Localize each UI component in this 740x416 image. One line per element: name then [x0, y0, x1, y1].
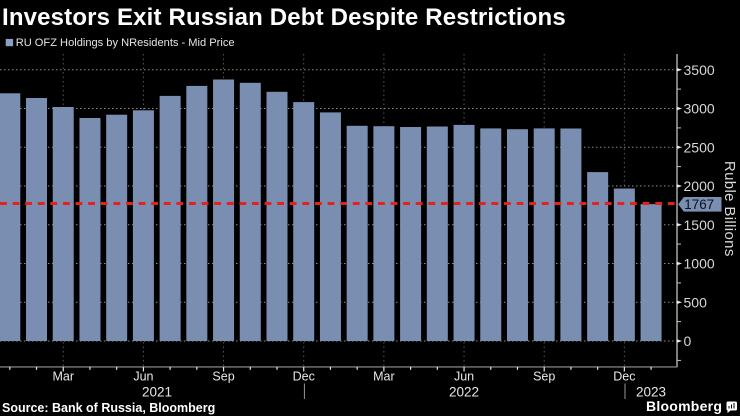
svg-text:Dec: Dec	[613, 370, 635, 384]
svg-text:500: 500	[684, 294, 708, 310]
svg-text:1767: 1767	[684, 197, 714, 212]
svg-text:2023: 2023	[636, 384, 666, 399]
svg-text:2022: 2022	[449, 384, 479, 399]
svg-text:2021: 2021	[142, 384, 172, 399]
svg-text:Sep: Sep	[212, 370, 234, 384]
svg-text:Sep: Sep	[533, 370, 555, 384]
svg-text:Ruble Billions: Ruble Billions	[721, 161, 738, 257]
svg-text:3500: 3500	[684, 62, 715, 78]
svg-text:1000: 1000	[684, 256, 715, 272]
svg-text:1500: 1500	[684, 217, 715, 233]
svg-text:Source: Bank of Russia, Bloomb: Source: Bank of Russia, Bloomberg	[2, 401, 215, 415]
svg-text:Bloomberg: Bloomberg	[646, 398, 722, 414]
svg-text:Jun: Jun	[454, 370, 474, 384]
svg-text:3000: 3000	[684, 101, 715, 117]
svg-text:Dec: Dec	[293, 370, 315, 384]
svg-text:Mar: Mar	[373, 370, 395, 384]
svg-text:0: 0	[684, 333, 692, 349]
svg-text:2500: 2500	[684, 139, 715, 155]
svg-text:Jun: Jun	[133, 370, 153, 384]
svg-text:Mar: Mar	[52, 370, 74, 384]
svg-text:RU OFZ Holdings by NResidents: RU OFZ Holdings by NResidents - Mid Pric…	[16, 37, 235, 49]
svg-text:Investors Exit Russian Debt De: Investors Exit Russian Debt Despite Rest…	[2, 4, 566, 31]
svg-text:2000: 2000	[684, 178, 715, 194]
